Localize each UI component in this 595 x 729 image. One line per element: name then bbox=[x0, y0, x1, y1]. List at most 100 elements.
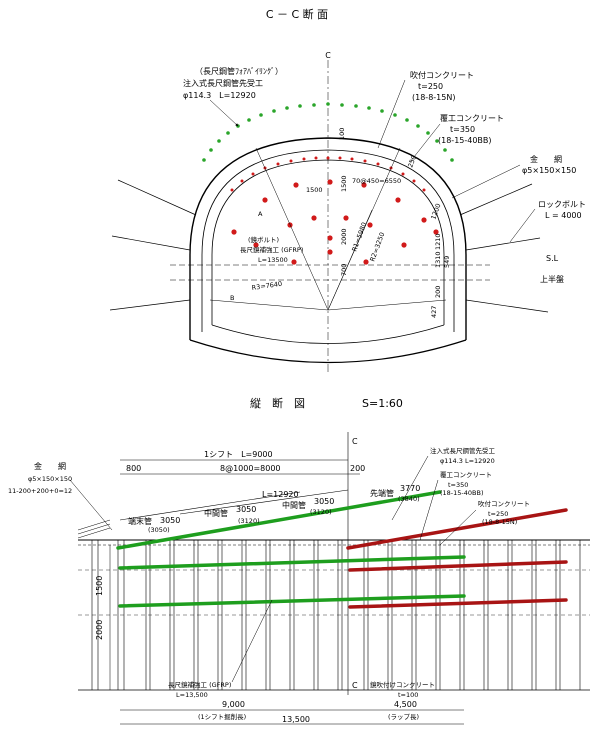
long-len-3770: 3770 bbox=[400, 484, 420, 493]
long-shotcrete-spec: (18-8-15N) bbox=[482, 518, 517, 526]
cross-mark-a: A bbox=[258, 210, 263, 218]
long-dim-9000: 9,000 bbox=[222, 700, 245, 709]
tunnel-shotcrete-line bbox=[201, 149, 455, 332]
pipe-roof-dots bbox=[202, 102, 454, 162]
cross-dim-r2: R2=3250 bbox=[368, 231, 386, 263]
cross-lining-spec: (18-15-40BB) bbox=[438, 136, 492, 145]
cross-dim-1310: 1310 bbox=[434, 251, 442, 268]
face-bolt-dots bbox=[231, 179, 439, 265]
radius-lines bbox=[209, 147, 447, 311]
long-title: 縦 断 図 bbox=[250, 396, 305, 410]
cross-rockbolt-label: ロックボルト bbox=[538, 200, 586, 209]
cross-dim-2000: 2000 bbox=[340, 228, 348, 245]
long-shotcrete-t: t=250 bbox=[488, 510, 508, 518]
long-lining-spec: (18-15-40BB) bbox=[440, 489, 484, 497]
cross-mesh-leader bbox=[451, 164, 521, 199]
long-dim-1500: 1500 bbox=[95, 576, 104, 596]
tunnel-invert-inner bbox=[211, 324, 445, 344]
long-mesh-label: 金 網 bbox=[34, 461, 66, 471]
long-pipe-total: L=12920 bbox=[262, 490, 299, 499]
long-face-bolt-label: 長尺鏡補強工 (GFRP) bbox=[168, 680, 231, 689]
cross-shotcrete-label: 吹付コンクリート bbox=[410, 70, 474, 80]
long-center-top: C bbox=[352, 437, 358, 446]
long-sub-3050: (3050) bbox=[148, 526, 170, 534]
long-scale: S=1:60 bbox=[362, 397, 403, 410]
long-shotcrete-label: 吹付コンクリート bbox=[478, 499, 530, 508]
cross-face-bolt-label1: (鏡ボルト) bbox=[248, 235, 279, 244]
long-sub-3840: (3840) bbox=[398, 495, 420, 503]
long-pipe-roof-spec: φ114.3 L=12920 bbox=[440, 457, 495, 465]
cross-rockbolt-leader bbox=[509, 208, 536, 243]
cross-rockbolt-spec: L = 4000 bbox=[545, 211, 582, 220]
long-pipe-roof-type: 注入式長尺鋼管先受工 bbox=[430, 446, 496, 455]
long-end-pipe: 端末管 bbox=[128, 516, 152, 526]
long-lining-t: t=350 bbox=[448, 481, 468, 489]
cross-face-bolt-spec: L=13500 bbox=[258, 256, 288, 264]
cross-lining-t: t=350 bbox=[450, 125, 475, 134]
long-dim-2000: 2000 bbox=[95, 620, 104, 640]
crown-bolt-dots bbox=[230, 156, 426, 192]
long-pipe-roof-leader bbox=[391, 455, 429, 521]
long-lining-leader bbox=[419, 479, 439, 541]
cross-pipe-roof-label: （長尺鋼管ﾌｫｱﾊﾞｲﾘﾝｸﾞ） bbox=[195, 66, 283, 76]
cross-pipe-roof-leader bbox=[209, 99, 239, 127]
cross-face-bolt-label2: 長尺鏡補強工 (GFRP) bbox=[240, 245, 303, 254]
cross-center-mark: C bbox=[325, 51, 331, 60]
long-len-3050b: 3050 bbox=[236, 505, 256, 514]
long-mesh-spec: φ5×150×150 bbox=[28, 475, 72, 483]
long-shotcrete-leader bbox=[439, 509, 477, 546]
long-shift-label: 1シフト L=9000 bbox=[204, 450, 273, 459]
cross-dim-r3: R3=7640 bbox=[251, 280, 282, 292]
mesh-hatch bbox=[77, 519, 111, 539]
cross-shotcrete-spec: (18-8-15N) bbox=[412, 93, 455, 102]
long-lining-label: 覆工コンクリート bbox=[440, 471, 492, 479]
tunnel-inner-lining bbox=[211, 159, 445, 325]
long-dim-8x1000: 8@1000=8000 bbox=[220, 464, 281, 473]
section-dashed-lines bbox=[78, 569, 590, 616]
cross-lining-label: 覆工コンクリート bbox=[440, 114, 504, 123]
red-pipes bbox=[346, 508, 568, 609]
tunnel-invert-outer bbox=[189, 339, 467, 364]
cross-dim-1500a: 1500 bbox=[306, 186, 323, 194]
cross-dim-549: 549 bbox=[443, 256, 451, 268]
long-len-3050a: 3050 bbox=[160, 516, 180, 525]
cross-lining-leader bbox=[409, 123, 441, 163]
long-face-bolt-spec: L=13,500 bbox=[176, 691, 208, 699]
cross-dim-1200: 1200 bbox=[429, 202, 442, 220]
green-pipes bbox=[116, 490, 466, 608]
long-mid-pipe-a: 中間管 bbox=[204, 508, 228, 518]
long-face-bolt-leader bbox=[231, 599, 273, 683]
long-dim-13500: 13,500 bbox=[282, 715, 310, 724]
cross-pipe-roof-type: 注入式長尺鋼管先受工 bbox=[183, 78, 263, 88]
long-sub-3120b: (3120) bbox=[310, 508, 332, 516]
long-mesh-leader bbox=[69, 479, 113, 531]
cross-dim-1210: 1210 bbox=[434, 233, 442, 250]
long-center-bottom: C bbox=[352, 681, 358, 690]
cross-mesh-label: 金 網 bbox=[530, 154, 562, 164]
cross-dim-700: 700 bbox=[340, 264, 348, 276]
long-sub-3120a: (3120) bbox=[238, 517, 260, 525]
cross-dim-1500b: 1500 bbox=[340, 175, 348, 192]
cross-dim-100: 100 bbox=[338, 128, 346, 140]
rockbolts bbox=[109, 179, 549, 313]
tunnel-outer-lining bbox=[189, 137, 467, 340]
long-dim-800: 800 bbox=[126, 464, 141, 473]
cross-sl-label: S.L bbox=[546, 254, 559, 263]
cross-shotcrete-t: t=250 bbox=[418, 82, 443, 91]
long-dim-4500-note: (ラップ長) bbox=[388, 713, 419, 721]
long-dim-200: 200 bbox=[350, 464, 365, 473]
long-mid-pipe-b: 中間管 bbox=[282, 500, 306, 510]
long-dim-9000-note: (1シフト掘削長) bbox=[198, 712, 246, 721]
long-dim-4500: 4,500 bbox=[394, 700, 417, 709]
cross-shotcrete-leader bbox=[377, 79, 406, 149]
cross-dim-r1: R1=5980 bbox=[350, 221, 368, 253]
long-lead-pipe: 先端管 bbox=[370, 488, 394, 498]
cross-dim-250: 250 bbox=[406, 154, 418, 168]
cross-mesh-spec: φ5×150×150 bbox=[522, 166, 576, 175]
cross-bench-label: 上半盤 bbox=[540, 274, 564, 284]
long-len-3050c: 3050 bbox=[314, 497, 334, 506]
long-face-shot-label: 鏡吹付けコンクリート bbox=[370, 680, 435, 689]
long-face-shot-t: t=100 bbox=[398, 691, 418, 699]
cross-dim-200: 200 bbox=[434, 286, 442, 298]
